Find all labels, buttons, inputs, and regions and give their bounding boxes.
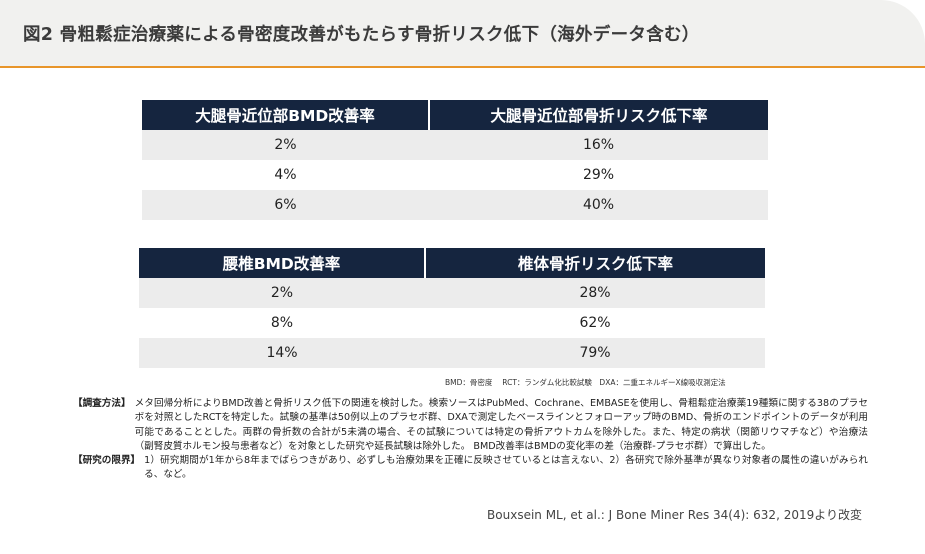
- column-header: 大腿骨近位部BMD改善率: [142, 100, 429, 130]
- table-cell: 62%: [425, 308, 765, 338]
- table-cell: 14%: [139, 338, 425, 368]
- column-header: 大腿骨近位部骨折リスク低下率: [428, 100, 768, 130]
- table-cell: 6%: [142, 190, 429, 220]
- table-row: 14% 79%: [139, 338, 765, 368]
- lumbar-table: 腰椎BMD改善率 椎体骨折リスク低下率 2% 28% 8% 62% 14% 79…: [139, 248, 765, 368]
- header-divider: [0, 66, 925, 68]
- table-row: 4% 29%: [142, 160, 768, 190]
- study-notes: 【調査方法】 メタ回帰分析によりBMD改善と骨折リスク低下の関連を検討した。検索…: [73, 397, 868, 483]
- table-row: 2% 28%: [139, 278, 765, 308]
- table-cell: 29%: [429, 160, 768, 190]
- table-cell: 8%: [139, 308, 425, 338]
- column-header: 腰椎BMD改善率: [139, 248, 425, 278]
- method-text: メタ回帰分析によりBMD改善と骨折リスク低下の関連を検討した。検索ソースはPub…: [134, 398, 868, 452]
- table-cell: 40%: [429, 190, 768, 220]
- abbreviation-note: BMD：骨密度 RCT：ランダム化比較試験 DXA：二重エネルギーX線吸収測定法: [445, 378, 726, 387]
- femur-table: 大腿骨近位部BMD改善率 大腿骨近位部骨折リスク低下率 2% 16% 4% 29…: [142, 100, 768, 220]
- table-row: 8% 62%: [139, 308, 765, 338]
- header-banner: 図2 骨粗鬆症治療薬による骨密度改善がもたらす骨折リスク低下（海外データ含む）: [0, 0, 925, 66]
- table-cell: 2%: [139, 278, 425, 308]
- citation: Bouxsein ML, et al.: J Bone Miner Res 34…: [487, 508, 862, 522]
- table-cell: 16%: [429, 130, 768, 160]
- method-label: 【調査方法】: [73, 398, 131, 409]
- table-cell: 4%: [142, 160, 429, 190]
- table-cell: 2%: [142, 130, 429, 160]
- table-row: 2% 16%: [142, 130, 768, 160]
- method-note: 【調査方法】 メタ回帰分析によりBMD改善と骨折リスク低下の関連を検討した。検索…: [73, 397, 868, 454]
- table-row: 6% 40%: [142, 190, 768, 220]
- limitation-label: 【研究の限界】: [73, 455, 141, 467]
- table-cell: 79%: [425, 338, 765, 368]
- table-header-row: 腰椎BMD改善率 椎体骨折リスク低下率: [139, 248, 765, 278]
- limitation-note: 【研究の限界】 1）研究期間が1年から8年までばらつきがあり、必ずしも治療効果を…: [73, 454, 868, 483]
- table-header-row: 大腿骨近位部BMD改善率 大腿骨近位部骨折リスク低下率: [142, 100, 768, 130]
- table-cell: 28%: [425, 278, 765, 308]
- limitation-text: 1）研究期間が1年から8年までばらつきがあり、必ずしも治療効果を正確に反映させて…: [144, 455, 868, 481]
- page-title: 図2 骨粗鬆症治療薬による骨密度改善がもたらす骨折リスク低下（海外データ含む）: [23, 25, 700, 45]
- column-header: 椎体骨折リスク低下率: [424, 248, 765, 278]
